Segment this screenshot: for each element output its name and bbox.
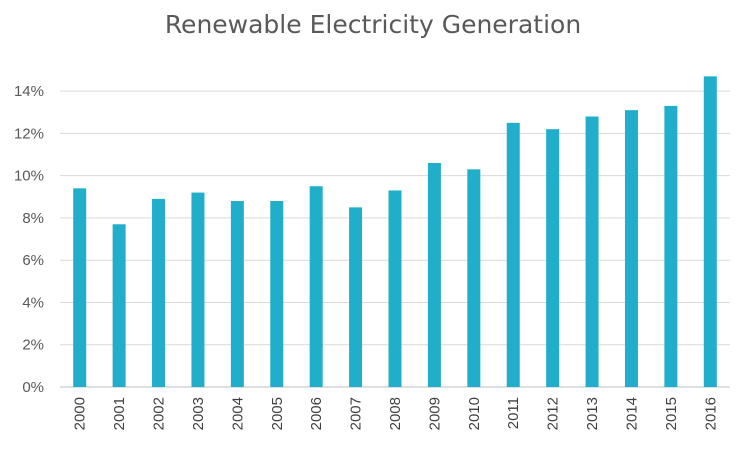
bar — [349, 207, 363, 387]
y-tick-label: 8% — [22, 210, 44, 227]
bar — [703, 76, 717, 387]
y-tick-label: 4% — [22, 294, 44, 311]
y-tick-label: 0% — [22, 379, 44, 396]
x-tick-label: 2014 — [623, 397, 640, 430]
x-tick-label: 2008 — [387, 397, 404, 430]
bar — [309, 186, 323, 387]
x-tick-label: 2001 — [111, 397, 128, 430]
chart-title: Renewable Electricity Generation — [164, 10, 582, 39]
bar — [73, 188, 87, 387]
bar — [427, 162, 441, 387]
x-tick-label: 2016 — [702, 397, 719, 430]
bar — [467, 169, 481, 387]
x-tick-label: 2012 — [545, 397, 562, 430]
x-tick-label: 2009 — [426, 397, 443, 430]
bar — [546, 129, 560, 387]
y-tick-label: 14% — [14, 83, 44, 100]
x-tick-label: 2003 — [190, 397, 207, 430]
x-tick-label: 2005 — [269, 397, 286, 430]
bar — [152, 198, 166, 387]
bar — [230, 201, 244, 387]
bar — [664, 105, 678, 387]
x-tick-label: 2007 — [348, 397, 365, 430]
x-tick-label: 2011 — [505, 397, 522, 429]
y-tick-label: 12% — [14, 125, 44, 142]
bar — [191, 192, 205, 387]
x-tick-label: 2000 — [72, 397, 89, 430]
bar — [270, 201, 284, 387]
bar — [624, 110, 638, 388]
x-tick-label: 2010 — [466, 397, 483, 430]
x-tick-label: 2015 — [663, 397, 680, 430]
bar — [585, 116, 599, 387]
x-tick-label: 2002 — [151, 397, 168, 430]
bar — [388, 190, 402, 387]
y-tick-label: 10% — [14, 168, 44, 185]
bar — [112, 224, 126, 387]
x-tick-label: 2006 — [308, 397, 325, 430]
x-tick-label: 2004 — [229, 397, 246, 430]
bar — [506, 122, 520, 387]
y-tick-label: 6% — [22, 252, 44, 269]
x-tick-label: 2013 — [584, 397, 601, 430]
y-tick-label: 2% — [22, 337, 44, 354]
